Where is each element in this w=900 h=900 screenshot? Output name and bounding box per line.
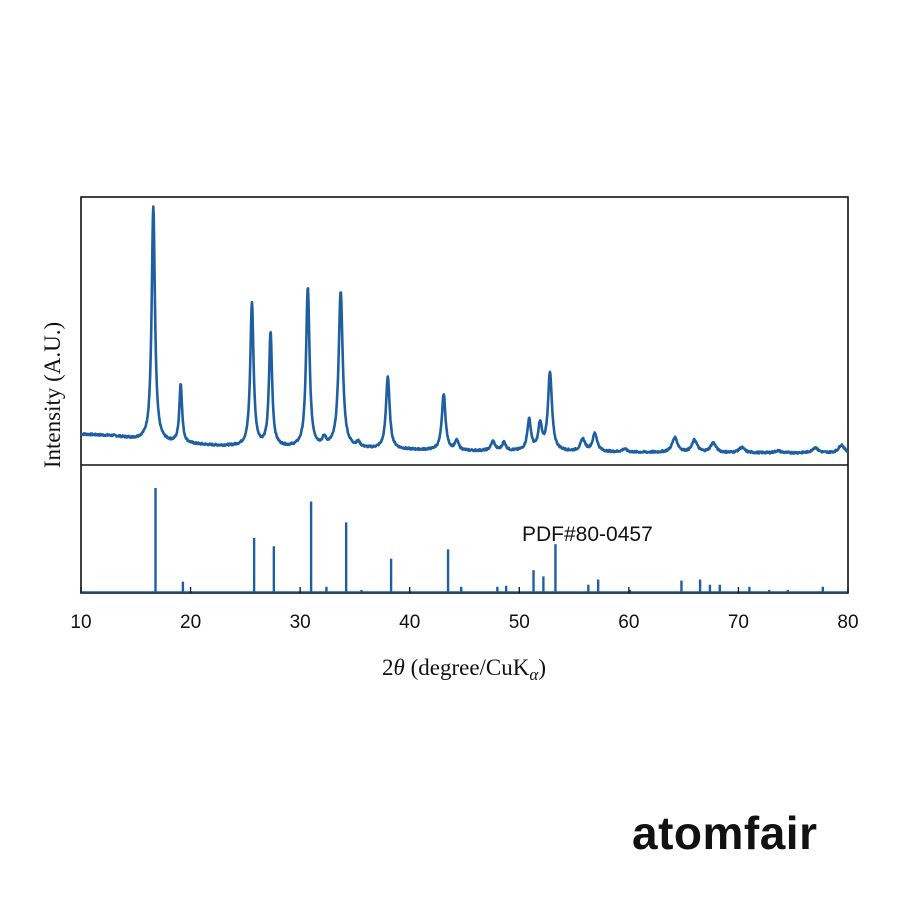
x-tick-label: 80 bbox=[837, 612, 858, 633]
measured-pattern-panel bbox=[80, 205, 849, 455]
plot-frame bbox=[80, 196, 849, 594]
reference-pattern-panel bbox=[81, 488, 848, 593]
x-axis-title-subscript: α bbox=[529, 665, 539, 684]
x-tick-label: 50 bbox=[509, 612, 530, 633]
x-tick-label: 20 bbox=[180, 612, 201, 633]
x-axis-title-unit: (degree/CuK bbox=[405, 655, 530, 680]
x-tick-label: 40 bbox=[399, 612, 420, 633]
reference-label: PDF#80-0457 bbox=[522, 523, 653, 546]
y-axis-title: Intensity (A.U.) bbox=[40, 322, 65, 468]
x-axis-title-suffix: ) bbox=[538, 655, 546, 680]
measured-pattern-line bbox=[80, 205, 849, 455]
x-tick-label: 60 bbox=[618, 612, 639, 633]
atomfair-logo: atomfair bbox=[632, 807, 818, 859]
x-axis-title: 2θ (degree/CuKα) bbox=[382, 655, 546, 684]
x-tick-label: 30 bbox=[290, 612, 311, 633]
x-axis-title-prefix: 2 bbox=[382, 655, 394, 680]
x-axis-ticks: 10 20 30 40 50 60 70 80 bbox=[70, 587, 859, 633]
x-tick-label: 70 bbox=[728, 612, 749, 633]
x-axis-title-theta: θ bbox=[394, 655, 405, 680]
x-tick-label: 10 bbox=[70, 612, 91, 633]
